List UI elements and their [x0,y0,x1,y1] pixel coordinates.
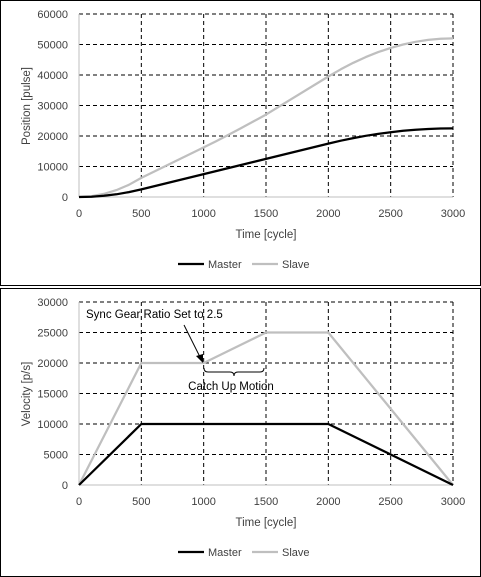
velocity-y-tick-label: 5000 [44,450,68,462]
velocity-x-tick-label: 0 [76,496,82,508]
velocity-y-tick-label: 10000 [37,419,68,431]
position-x-tick-label: 2000 [316,208,340,220]
velocity-x-tick-label: 1500 [254,496,278,508]
position-y-axis-label: Position [pulse] [21,67,33,145]
position-legend-label-master: Master [208,259,242,271]
velocity-x-tick-label: 2500 [378,496,402,508]
velocity-series-slave [77,331,454,486]
velocity-y-tick-label: 0 [62,480,68,492]
position-legend-label-slave: Slave [282,259,310,271]
position-y-tick-label: 50000 [37,40,68,52]
velocity-x-tick-label: 500 [132,496,150,508]
velocity-chart-legend: Master Slave [178,547,310,559]
velocity-chart-border [0,288,481,577]
velocity-series-master [78,422,454,487]
velocity-y-tick-label: 30000 [37,297,68,309]
velocity-x-axis-label: Time [cycle] [236,517,297,529]
position-x-tick-label: 1000 [191,208,215,220]
velocity-chart-ticks: 0 500 1000 1500 2000 2500 30000500010000150002… [37,297,465,508]
velocity-y-axis-label: Velocity [p/s] [21,362,33,427]
velocity-y-tick-label: 25000 [37,328,68,340]
position-chart-series [78,37,454,199]
position-chart-legend: Master Slave [178,259,310,271]
position-series-slave [78,37,454,199]
position-chart-border [0,0,481,286]
position-x-axis-label: Time [cycle] [236,229,297,241]
velocity-x-tick-label: 2000 [316,496,340,508]
velocity-chart-panel: 0 500 1000 1500 2000 2500 30000500010000150002… [0,288,481,577]
velocity-x-tick-label: 3000 [441,496,465,508]
catch-up-motion-annotation: Catch Up Motion [188,381,274,393]
position-y-tick-label: 30000 [37,101,68,113]
position-y-tick-label: 0 [62,192,68,204]
catch-up-brace [203,367,265,377]
position-chart-ticks: 0 500 1000 1500 2000 2500 30000100002000030000… [37,9,465,220]
position-y-tick-label: 10000 [37,162,68,174]
position-series-master [78,127,454,199]
position-x-tick-label: 1500 [254,208,278,220]
velocity-y-tick-label: 20000 [37,358,68,370]
position-chart-grid [78,13,454,198]
velocity-legend-label-master: Master [208,547,242,559]
position-x-tick-label: 3000 [441,208,465,220]
position-x-tick-label: 2500 [378,208,402,220]
velocity-y-tick-label: 15000 [37,389,68,401]
position-y-tick-label: 40000 [37,70,68,82]
velocity-x-tick-label: 1000 [191,496,215,508]
position-x-tick-label: 0 [76,208,82,220]
position-y-tick-label: 60000 [37,9,68,21]
sync-gear-ratio-annotation: Sync Gear Ratio Set to 2.5 [86,309,223,321]
sync-gear-ratio-arrow-line [183,324,202,360]
velocity-chart-series [77,331,454,487]
position-x-tick-label: 500 [132,208,150,220]
position-y-tick-label: 20000 [37,131,68,143]
sync-gear-ratio-arrow-head [196,354,203,363]
velocity-legend-label-slave: Slave [282,547,310,559]
position-chart-panel: 0 500 1000 1500 2000 2500 30000100002000030000… [0,0,481,286]
